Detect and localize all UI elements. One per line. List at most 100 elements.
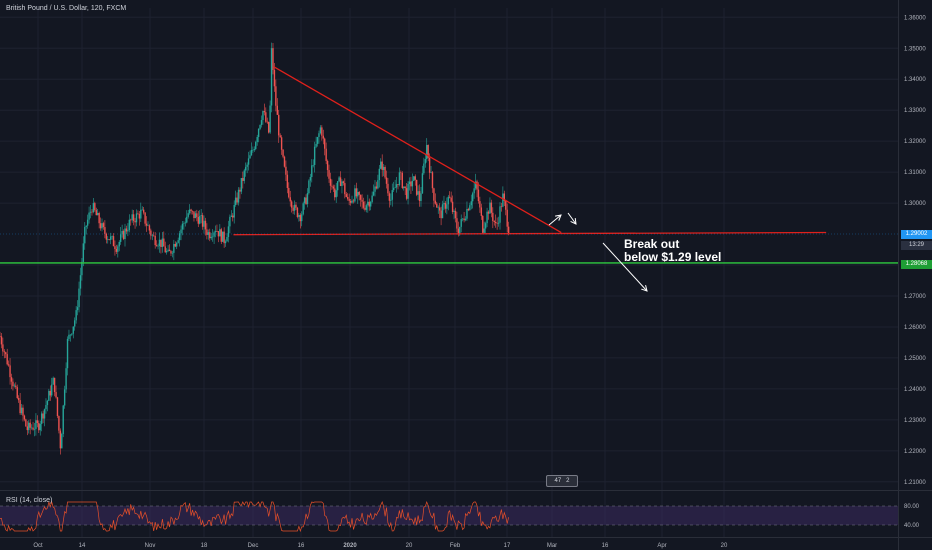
candle-body bbox=[496, 223, 498, 224]
trendline bbox=[233, 231, 827, 236]
candle-body bbox=[322, 135, 324, 139]
candle-body bbox=[151, 235, 154, 237]
breakout-arrow bbox=[602, 242, 648, 292]
candle-body bbox=[387, 183, 389, 194]
candle-body bbox=[193, 211, 195, 219]
candle-body bbox=[361, 199, 363, 202]
candle-body bbox=[142, 209, 145, 213]
candle-body bbox=[431, 172, 434, 189]
breakout-arrow-head bbox=[641, 285, 648, 292]
candle-body bbox=[305, 197, 307, 205]
y-tick-label: 1.25000 bbox=[904, 356, 926, 362]
arrow-down-small-head bbox=[570, 217, 577, 225]
candle-body bbox=[112, 236, 115, 247]
candle-body bbox=[79, 275, 82, 289]
candle-body bbox=[443, 202, 445, 205]
candle-body bbox=[10, 377, 13, 382]
candle-body bbox=[128, 219, 131, 231]
candle-body bbox=[408, 181, 411, 184]
x-tick-label: 20 bbox=[721, 543, 728, 549]
candle-body bbox=[150, 230, 152, 236]
candle-body bbox=[253, 149, 256, 150]
candle-body bbox=[168, 249, 171, 252]
candle-body bbox=[421, 173, 424, 194]
candle-body bbox=[430, 172, 432, 173]
candle-body bbox=[181, 223, 184, 230]
candle-body bbox=[329, 178, 332, 186]
x-tick-label: 20 bbox=[406, 543, 413, 549]
candle-body bbox=[15, 385, 17, 388]
candle-body bbox=[161, 238, 164, 247]
candle-body bbox=[188, 209, 191, 214]
candle-body bbox=[259, 124, 261, 129]
candle-body bbox=[364, 207, 366, 210]
candle-count-badge[interactable]: 47 2 bbox=[546, 475, 578, 487]
candle-body bbox=[395, 184, 398, 188]
candle-body bbox=[423, 163, 425, 174]
candle-body bbox=[255, 141, 257, 150]
candle-body bbox=[122, 231, 125, 240]
x-tick-label: Mar bbox=[547, 543, 557, 549]
x-tick-label: 17 bbox=[504, 543, 511, 549]
candle-body bbox=[206, 229, 208, 235]
candle-body bbox=[447, 196, 449, 205]
candle-body bbox=[178, 233, 181, 241]
candle-body bbox=[306, 193, 309, 205]
candle-body bbox=[154, 235, 156, 246]
candle-body bbox=[155, 245, 158, 247]
x-tick-label: Dec bbox=[248, 543, 259, 549]
candle-body bbox=[319, 127, 322, 134]
candle-body bbox=[368, 201, 370, 207]
candle-body bbox=[262, 111, 264, 121]
candle-body bbox=[105, 233, 108, 240]
candle-body bbox=[180, 229, 182, 234]
candle-body bbox=[81, 261, 83, 276]
candle-body bbox=[369, 202, 372, 207]
candle-body bbox=[239, 189, 241, 192]
y-tick-label: 1.34000 bbox=[904, 77, 926, 83]
candle-body bbox=[275, 86, 277, 106]
candle-body bbox=[351, 200, 353, 203]
candle-body bbox=[372, 191, 375, 196]
candle-body bbox=[263, 111, 266, 113]
candle-body bbox=[433, 188, 435, 201]
candle-body bbox=[244, 166, 247, 171]
candle-body bbox=[132, 214, 135, 221]
breakout-annotation[interactable]: Break out below $1.29 level bbox=[624, 237, 722, 264]
y-tick-label: 1.33000 bbox=[904, 108, 926, 114]
candle-body bbox=[23, 415, 26, 420]
candle-body bbox=[415, 179, 418, 195]
candle-body bbox=[17, 398, 20, 401]
candle-body bbox=[210, 236, 212, 239]
candle-body bbox=[451, 201, 454, 212]
candle-body bbox=[461, 218, 464, 220]
candle-body bbox=[331, 185, 333, 187]
candle-body bbox=[119, 234, 122, 242]
support-level-tag: 1.28068 bbox=[901, 260, 932, 269]
candle-body bbox=[85, 225, 87, 228]
candle-body bbox=[318, 133, 320, 138]
candle-body bbox=[298, 214, 300, 218]
candle-body bbox=[118, 241, 120, 247]
candle-body bbox=[325, 148, 327, 161]
candle-body bbox=[303, 197, 306, 204]
trendlines[interactable] bbox=[0, 66, 898, 264]
candle-body bbox=[293, 204, 296, 211]
candle-body bbox=[174, 244, 176, 247]
candle-body bbox=[472, 193, 474, 202]
candle-body bbox=[62, 405, 64, 434]
candle-body bbox=[213, 232, 215, 237]
candle-body bbox=[158, 239, 161, 246]
candle-body bbox=[164, 246, 166, 253]
x-tick-label: Nov bbox=[145, 543, 156, 549]
y-axis: 1.36000 1.35000 1.34000 1.33000 1.32000 1.310… bbox=[904, 15, 926, 529]
candle-body bbox=[384, 167, 386, 178]
candle-body bbox=[463, 218, 465, 221]
x-tick-label: Oct bbox=[33, 543, 43, 549]
candle-body bbox=[16, 387, 18, 399]
candle-body bbox=[211, 236, 214, 238]
candle-body bbox=[270, 48, 273, 106]
candle-body bbox=[131, 214, 133, 221]
